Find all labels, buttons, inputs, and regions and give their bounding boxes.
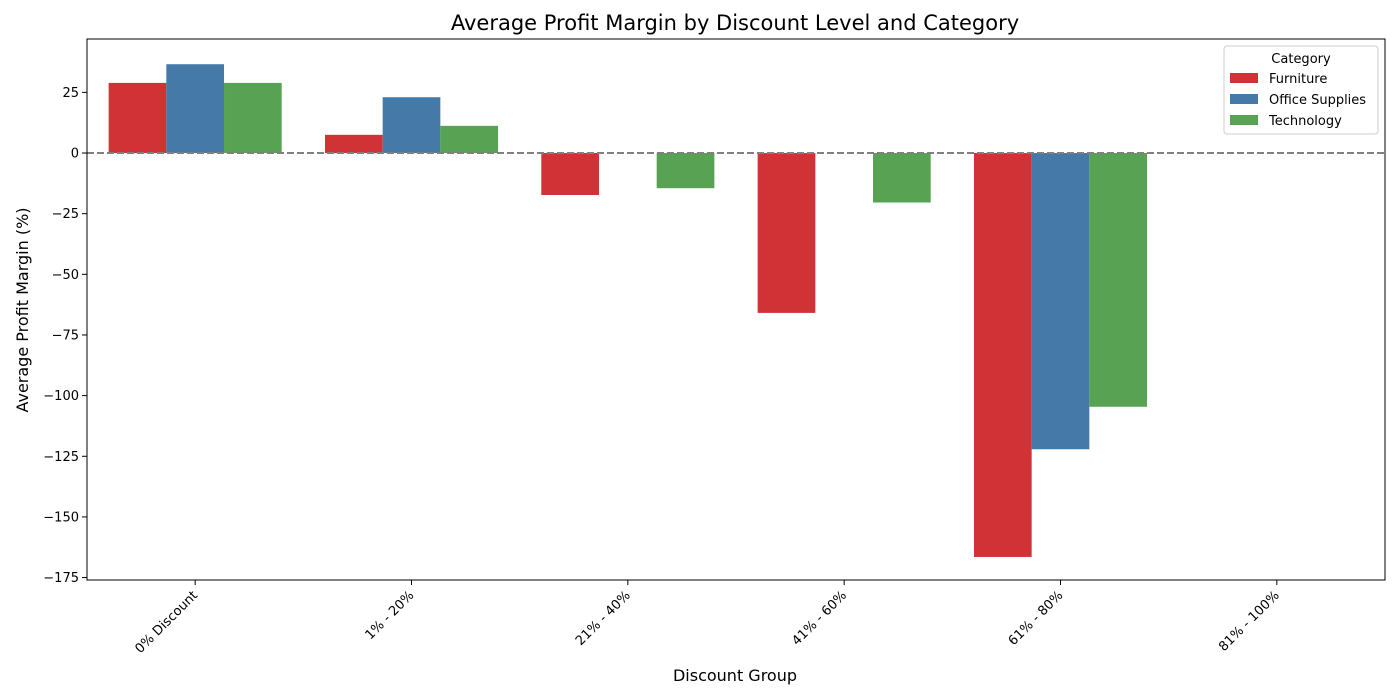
legend-swatch-furniture bbox=[1230, 73, 1258, 83]
x-tick-label: 81% - 100% bbox=[1216, 588, 1282, 654]
x-tick-label: 0% Discount bbox=[133, 588, 201, 656]
y-tick-label: −175 bbox=[43, 571, 79, 586]
x-tick-label: 41% - 60% bbox=[789, 588, 850, 649]
y-tick-label: −75 bbox=[52, 328, 79, 343]
chart-title: Average Profit Margin by Discount Level … bbox=[451, 11, 1019, 35]
legend: Category Furniture Office Supplies Technolo… bbox=[1223, 45, 1379, 135]
legend-swatch-technology bbox=[1230, 115, 1258, 125]
y-tick-label: −50 bbox=[52, 268, 79, 283]
y-tick-label: 0 bbox=[71, 147, 79, 162]
x-tick-label: 21% - 40% bbox=[573, 588, 634, 649]
legend-swatch-office-supplies bbox=[1230, 94, 1258, 104]
y-axis-label: Average Profit Margin (%) bbox=[13, 207, 32, 412]
x-tick-label: 61% - 80% bbox=[1006, 588, 1067, 649]
x-axis: 0% Discount 1% - 20% 21% - 40% 41% - 60% 61%… bbox=[133, 580, 1283, 657]
y-tick-label: −25 bbox=[52, 207, 79, 222]
legend-label: Technology bbox=[1268, 114, 1342, 129]
bar-furniture-1 bbox=[324, 134, 383, 154]
bar-furniture-0 bbox=[108, 82, 167, 154]
legend-label: Office Supplies bbox=[1269, 93, 1366, 108]
bar-furniture-3 bbox=[757, 153, 816, 313]
bar-technology-3 bbox=[873, 153, 931, 203]
legend-title: Category bbox=[1271, 52, 1331, 67]
bar-office-supplies-4 bbox=[1031, 153, 1090, 450]
bar-technology-1 bbox=[440, 125, 499, 154]
bar-technology-0 bbox=[224, 82, 282, 154]
plot-area-frame bbox=[86, 38, 1386, 581]
y-tick-label: −100 bbox=[43, 389, 79, 404]
bar-technology-2 bbox=[656, 153, 715, 189]
legend-label: Furniture bbox=[1269, 72, 1327, 87]
bar-furniture-2 bbox=[541, 153, 599, 195]
bars-layer bbox=[108, 64, 1148, 557]
bar-furniture-4 bbox=[973, 153, 1032, 557]
bar-office-supplies-0 bbox=[166, 64, 225, 154]
x-axis-label: Discount Group bbox=[673, 666, 797, 685]
legend-box bbox=[1223, 45, 1379, 135]
y-axis: 25 0 −25 −50 −75 −100 −125 −150 −175 bbox=[43, 86, 87, 586]
y-tick-label: 25 bbox=[62, 86, 79, 101]
x-tick-label: 1% - 20% bbox=[363, 588, 418, 643]
bar-technology-4 bbox=[1089, 153, 1148, 407]
y-tick-label: −125 bbox=[43, 450, 79, 465]
bar-office-supplies-1 bbox=[382, 97, 441, 154]
y-tick-label: −150 bbox=[43, 510, 79, 525]
